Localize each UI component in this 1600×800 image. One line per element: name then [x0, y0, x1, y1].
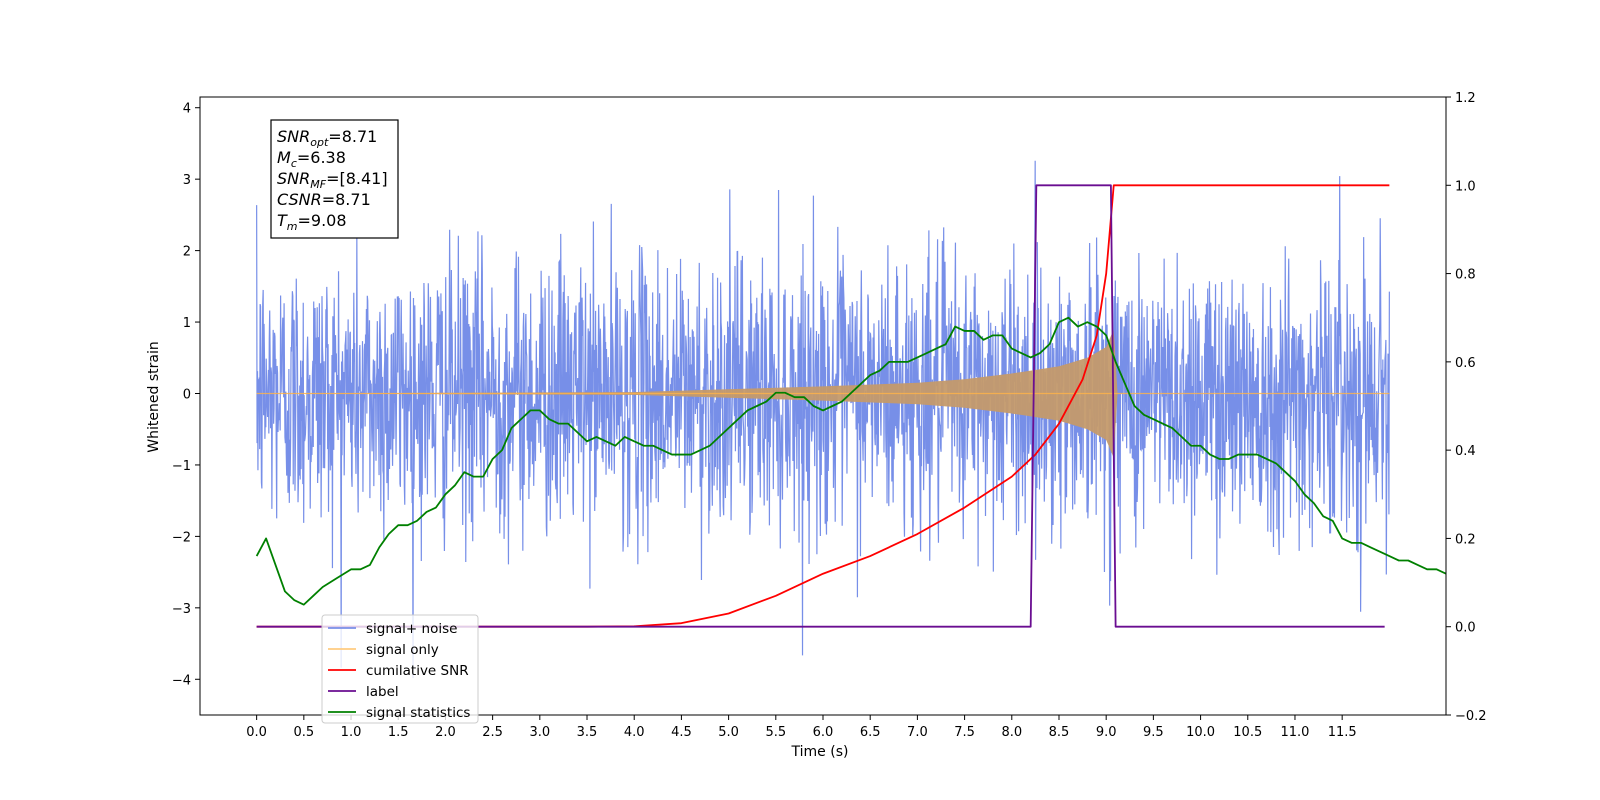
stat-symbol: T: [277, 211, 288, 230]
stat-symbol: CSNR: [277, 190, 322, 209]
x-tick-label: 5.5: [765, 725, 786, 740]
stat-csnr: CSNR=8.71: [277, 190, 371, 209]
stat-snr-opt: SNRopt=8.71: [277, 127, 377, 149]
x-tick-label: 2.0: [435, 725, 456, 740]
legend: signal+ noise signal only cumilative SNR la…: [321, 614, 479, 724]
stat-subscript: MF: [310, 178, 326, 191]
stat-mc: Mc=6.38: [277, 148, 346, 170]
x-tick-label: 1.5: [388, 725, 409, 740]
y-tick-label: 0: [183, 387, 191, 402]
y2-tick-label: 0.0: [1455, 621, 1476, 636]
x-tick-label: 0.5: [293, 725, 314, 740]
legend-label: cumilative SNR: [366, 663, 469, 679]
axes-layer: 0.0 0.5 1.0 1.5 2.0 2.5 3.0 3.5 4.0 4.5 5.0 5.5 6.0 6…: [172, 91, 1487, 740]
stat-subscript: opt: [310, 136, 329, 149]
series-label: [256, 184, 1385, 628]
x-tick-label: 11.0: [1280, 725, 1309, 740]
x-tick-label: 3.5: [577, 725, 598, 740]
y2-tick-label: 0.4: [1455, 444, 1476, 459]
stats-annotation: SNRopt=8.71Mc=6.38SNRMF=[8.41]CSNR=8.71T…: [270, 119, 399, 239]
series-signal-only: [256, 329, 1390, 458]
y2-tick-label: 0.2: [1455, 532, 1476, 547]
x-tick-label: 4.5: [671, 725, 692, 740]
y-tick-label: −4: [172, 673, 191, 688]
x-tick-label: 11.5: [1328, 725, 1357, 740]
x-tick-label: 6.5: [860, 725, 881, 740]
y-tick-label: 4: [183, 102, 191, 117]
line-path: [256, 184, 1390, 628]
y2-tick-label: −0.2: [1455, 709, 1487, 724]
stat-value: =9.08: [298, 211, 347, 230]
y-tick-label: 3: [183, 173, 191, 188]
y2-tick-label: 0.8: [1455, 268, 1476, 283]
x-tick-label: 8.5: [1049, 725, 1070, 740]
x-tick-label: 10.5: [1233, 725, 1262, 740]
stat-value: =[8.41]: [326, 169, 388, 188]
stat-symbol: M: [277, 148, 291, 167]
y2-tick-label: 1.0: [1455, 179, 1476, 194]
x-tick-label: 6.0: [813, 725, 834, 740]
stat-value: =8.71: [328, 127, 377, 146]
y-tick-label: 2: [183, 245, 191, 260]
stat-subscript: m: [287, 220, 298, 233]
x-tick-label: 3.0: [529, 725, 550, 740]
line-path: [256, 184, 1385, 628]
stats-box-frame: [270, 119, 399, 239]
x-tick-label: 4.0: [624, 725, 645, 740]
series-layer: [255, 160, 1446, 679]
legend-label: label: [366, 684, 399, 700]
legend-label: signal statistics: [366, 705, 470, 721]
x-tick-label: 0.0: [246, 725, 267, 740]
series-signal-noise: [256, 160, 1390, 679]
x-axis-label: Time (s): [791, 744, 849, 760]
stat-symbol: SNR: [277, 127, 310, 146]
legend-label: signal+ noise: [366, 621, 457, 637]
x-tick-label: 9.0: [1096, 725, 1117, 740]
y-tick-label: −2: [172, 530, 191, 545]
y2-tick-label: 0.6: [1455, 356, 1476, 371]
x-tick-label: 7.0: [907, 725, 928, 740]
x-tick-label: 7.5: [954, 725, 975, 740]
y-tick-label: −3: [172, 602, 191, 617]
y-tick-label: 1: [183, 316, 191, 331]
noise-trace: [256, 160, 1390, 679]
x-tick-label: 2.5: [482, 725, 503, 740]
stat-symbol: SNR: [277, 169, 310, 188]
x-tick-label: 8.0: [1001, 725, 1022, 740]
y-tick-label: −1: [172, 459, 191, 474]
legend-frame: [321, 614, 479, 724]
stat-subscript: c: [291, 157, 297, 170]
y-axis-label: Whitened strain: [146, 341, 162, 452]
y2-tick-label: 1.2: [1455, 91, 1476, 106]
stat-value: =8.71: [322, 190, 371, 209]
x-tick-label: 5.0: [718, 725, 739, 740]
x-tick-label: 9.5: [1143, 725, 1164, 740]
line-path: [255, 316, 1446, 606]
series-cumilative-snr: [256, 184, 1390, 628]
stat-tm: Tm=9.08: [277, 211, 347, 233]
legend-label: signal only: [366, 642, 439, 658]
x-tick-label: 1.0: [341, 725, 362, 740]
x-tick-label: 10.0: [1186, 725, 1215, 740]
series-signal-statistics: [255, 316, 1446, 606]
stat-value: =6.38: [297, 148, 346, 167]
stat-snr-mf: SNRMF=[8.41]: [277, 169, 388, 191]
